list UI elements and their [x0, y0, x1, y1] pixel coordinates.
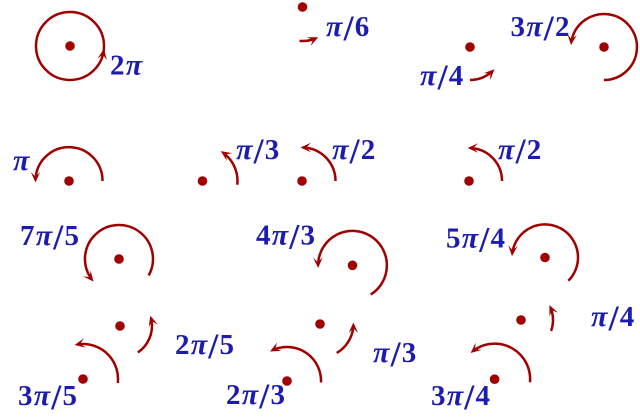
- svg-text:3π/​5: 3π/​5: [18, 377, 78, 413]
- svg-text:π/​4: π/​4: [591, 298, 635, 338]
- svg-text:5π/​4: 5π/​4: [446, 220, 506, 260]
- svg-text:π/​3: π/​3: [236, 131, 280, 171]
- svg-text:π/​3: π/​3: [373, 334, 417, 374]
- svg-text:3π/​2: 3π/​2: [511, 8, 571, 48]
- svg-text:π/​2: π/​2: [498, 131, 542, 171]
- svg-text:π/​2: π/​2: [332, 131, 376, 171]
- svg-text:4π/​3: 4π/​3: [256, 217, 316, 257]
- svg-text:π: π: [13, 144, 31, 177]
- svg-text:2π/​3: 2π/​3: [226, 376, 286, 413]
- svg-text:3π/​4: 3π/​4: [431, 377, 491, 413]
- svg-text:2π/​5: 2π/​5: [175, 326, 235, 366]
- svg-text:π/​4: π/​4: [420, 57, 464, 97]
- svg-text:2π: 2π: [110, 49, 143, 82]
- svg-text:π/​6: π/​6: [326, 8, 370, 48]
- svg-text:7π/​5: 7π/​5: [20, 217, 80, 257]
